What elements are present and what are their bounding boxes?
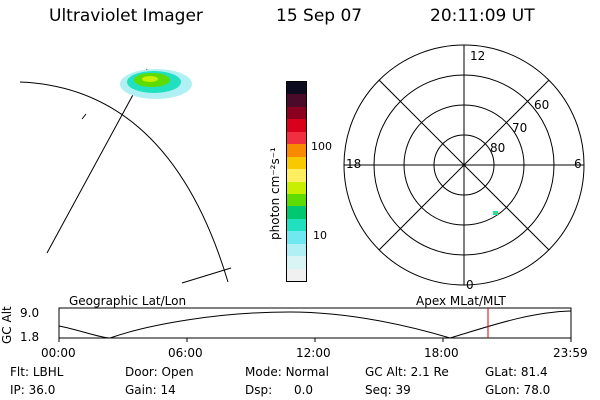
timeline-right-title: Apex MLat/MLT	[416, 294, 506, 308]
x-tick-00-00: 00:00	[41, 346, 76, 360]
colorbar-segment	[287, 106, 306, 120]
mlt-label-6: 6	[574, 157, 582, 171]
status-dsp-label: Dsp:	[245, 383, 273, 397]
colorbar-segment	[287, 268, 306, 281]
y-tick-9: 9.0	[20, 306, 40, 320]
colorbar-segment	[287, 181, 306, 194]
horizon-line	[181, 267, 232, 284]
status-dsp: Dsp: 0.0	[245, 383, 313, 397]
colorbar-segment	[287, 94, 306, 107]
y-tick-1-8: 1.8	[20, 330, 40, 344]
status-gc-alt-value: 2.1 Re	[410, 365, 449, 379]
date-label: 15 Sep 07	[276, 6, 363, 26]
status-glon: GLon: 78.0	[485, 383, 550, 397]
x-tick-12-00: 12:00	[296, 346, 331, 360]
status-seq: Seq: 39	[365, 383, 411, 397]
status-glon-value: 78.0	[523, 383, 551, 397]
status-dsp-value: 0.0	[293, 383, 314, 397]
colorbar-segment	[287, 131, 306, 145]
status-door: Door: Open	[125, 365, 194, 379]
colorbar-segment	[287, 119, 306, 132]
colorbar-segment	[287, 82, 306, 95]
x-tick-06-00: 06:00	[168, 346, 203, 360]
colorbar-segment	[287, 231, 306, 244]
status-glon-label: GLon:	[485, 383, 520, 397]
colorbar-segment	[287, 193, 306, 207]
mlt-diagonal-2	[378, 79, 550, 251]
lat-label-80: 80	[490, 141, 505, 155]
status-glat-label: GLat:	[485, 365, 518, 379]
status-flt: Flt: LBHL	[10, 365, 63, 379]
status-door-label: Door:	[125, 365, 158, 379]
status-gain-value: 14	[160, 383, 176, 397]
mlt-label-18: 18	[346, 157, 361, 171]
lat-label-70: 70	[512, 121, 527, 135]
instrument-title: Ultraviolet Imager	[49, 6, 203, 26]
status-seq-value: 39	[395, 383, 411, 397]
status-flt-label: Flt:	[10, 365, 29, 379]
meridian-line	[46, 68, 148, 254]
colorbar	[286, 81, 307, 282]
x-tick-18-00: 18:00	[424, 346, 459, 360]
colorbar-segment	[287, 218, 306, 232]
mlt-label-0: 0	[466, 278, 474, 292]
colorbar-tick-10: 10	[313, 229, 327, 242]
status-gain: Gain: 14	[125, 383, 176, 397]
colorbar-segment	[287, 256, 306, 269]
earth-limb-arc	[19, 81, 229, 283]
colorbar-segment	[287, 206, 306, 219]
lat-label-60: 60	[534, 98, 549, 112]
status-ip: IP: 36.0	[10, 383, 55, 397]
colorbar-segment	[287, 144, 306, 157]
mlt-label-12: 12	[470, 49, 485, 63]
colorbar-segment	[287, 243, 306, 257]
aurora-emission	[120, 69, 192, 99]
status-gain-label: Gain:	[125, 383, 157, 397]
status-mode-value: Normal	[285, 365, 329, 379]
status-mode: Mode: Normal	[245, 365, 329, 379]
status-mode-label: Mode:	[245, 365, 282, 379]
altitude-curve	[58, 310, 572, 339]
timeline-left-title: Geographic Lat/Lon	[69, 294, 187, 308]
aurora-polar-spot	[493, 211, 498, 215]
status-seq-label: Seq:	[365, 383, 392, 397]
status-door-value: Open	[161, 365, 194, 379]
colorbar-segment	[287, 156, 306, 170]
tick-mark	[81, 113, 87, 120]
x-tick-23-59: 23:59	[553, 346, 588, 360]
status-flt-value: LBHL	[32, 365, 64, 379]
colorbar-tick-100: 100	[311, 140, 332, 153]
status-ip-label: IP:	[10, 383, 25, 397]
status-glat: GLat: 81.4	[485, 365, 548, 379]
status-glat-value: 81.4	[520, 365, 548, 379]
colorbar-segment	[287, 169, 306, 182]
time-label: 20:11:09 UT	[430, 6, 535, 26]
status-ip-value: 36.0	[28, 383, 56, 397]
status-gc-alt-label: GC Alt:	[365, 365, 407, 379]
status-gc-alt: GC Alt: 2.1 Re	[365, 365, 449, 379]
